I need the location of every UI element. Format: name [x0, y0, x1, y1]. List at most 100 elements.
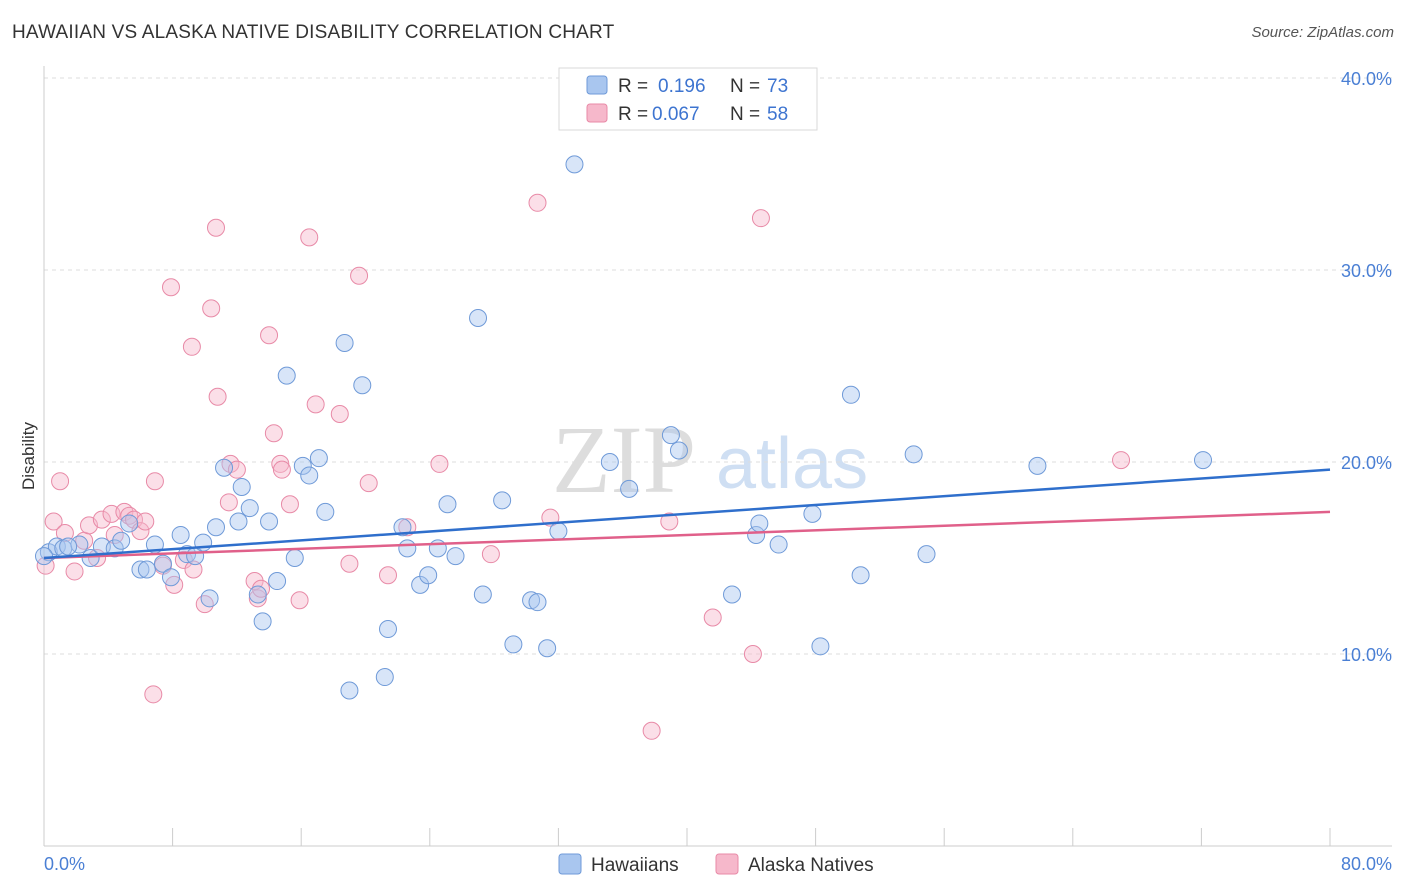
legend-r-value-alaska-natives: 0.067: [652, 104, 700, 125]
data-point: [309, 449, 328, 468]
data-point: [398, 539, 417, 558]
y-tick-label: 10.0%: [1341, 645, 1392, 665]
legend-r-label-alaska-natives: R =: [618, 104, 648, 125]
series-legend-swatch-hawaiians: [558, 853, 582, 875]
axes: [43, 66, 1392, 847]
data-point: [538, 639, 557, 658]
legend-swatch-alaska-natives: [586, 103, 608, 123]
data-point: [232, 477, 251, 496]
trend-lines: [43, 468, 1331, 560]
watermark: ZIP atlas: [552, 406, 868, 513]
trend-line-hawaiians: [43, 468, 1331, 560]
data-point: [44, 512, 63, 531]
watermark-atlas: atlas: [716, 424, 868, 504]
data-point: [528, 193, 547, 212]
data-point: [750, 514, 769, 533]
x-tick-label-max: 80.0%: [1341, 854, 1392, 874]
data-point: [55, 524, 74, 543]
data-point: [1028, 456, 1047, 475]
legend-n-label-hawaiians: N =: [730, 76, 760, 97]
data-point: [268, 572, 287, 591]
data-point: [375, 668, 394, 687]
data-point: [660, 512, 679, 531]
data-point: [353, 376, 372, 395]
data-point: [184, 560, 203, 579]
watermark-zip: ZIP: [552, 406, 696, 513]
data-point: [161, 278, 180, 297]
data-point: [260, 326, 279, 345]
data-point: [120, 514, 139, 533]
data-point: [112, 531, 131, 550]
data-point: [92, 510, 111, 529]
chart-title: HAWAIIAN VS ALASKA NATIVE DISABILITY COR…: [12, 22, 615, 43]
data-point: [904, 445, 923, 464]
series-legend: Hawaiians Alaska Natives: [558, 853, 874, 876]
data-point: [136, 512, 155, 531]
data-point: [917, 545, 936, 564]
data-point: [851, 566, 870, 585]
data-point: [306, 395, 325, 414]
data-point: [669, 441, 688, 460]
data-point: [207, 518, 226, 537]
legend-n-value-hawaiians: 73: [767, 76, 788, 97]
legend-n-label-alaska-natives: N =: [730, 104, 760, 125]
series-legend-label-alaska-natives: Alaska Natives: [748, 855, 874, 876]
data-point: [549, 522, 568, 541]
data-point: [379, 566, 398, 585]
data-point: [841, 385, 860, 404]
data-point: [642, 721, 661, 740]
data-point: [219, 493, 238, 512]
source-label: Source: ZipAtlas.com: [1251, 24, 1394, 41]
legend-swatch-hawaiians: [586, 75, 608, 95]
data-point: [723, 585, 742, 604]
data-point: [131, 560, 150, 579]
data-point: [446, 547, 465, 566]
series-legend-label-hawaiians: Hawaiians: [591, 855, 679, 876]
data-point: [200, 589, 219, 608]
data-point: [747, 525, 766, 544]
data-point: [335, 333, 354, 352]
data-point: [430, 454, 449, 473]
data-point: [769, 535, 788, 554]
data-point: [493, 491, 512, 510]
alaska-natives-points: [36, 193, 1131, 740]
data-point: [153, 554, 172, 573]
y-tick-label: 40.0%: [1341, 69, 1392, 89]
data-point: [70, 535, 89, 554]
y-tick-label: 20.0%: [1341, 453, 1392, 473]
data-point: [565, 155, 584, 174]
data-point: [65, 562, 84, 581]
data-point: [350, 266, 369, 285]
data-point: [469, 309, 488, 327]
data-point: [182, 337, 201, 356]
data-point: [300, 228, 319, 247]
data-point: [293, 456, 312, 475]
data-point: [393, 518, 412, 537]
legend-r-value-hawaiians: 0.196: [658, 76, 706, 97]
y-tick-label: 30.0%: [1341, 261, 1392, 281]
data-point: [144, 685, 163, 704]
data-point: [208, 387, 227, 406]
data-point: [703, 608, 722, 627]
data-point: [359, 474, 378, 493]
data-point: [51, 472, 70, 491]
data-point: [340, 554, 359, 573]
data-point: [240, 499, 259, 518]
data-point: [340, 681, 359, 700]
series-legend-swatch-alaska-natives: [715, 853, 739, 875]
correlation-legend: R = 0.196 N = 73 R = 0.067 N = 58: [558, 67, 818, 131]
data-point: [277, 366, 296, 385]
data-point: [600, 453, 619, 471]
legend-r-label-hawaiians: R =: [618, 76, 648, 97]
x-ticks: [43, 828, 1331, 846]
data-point: [522, 591, 541, 610]
data-point: [438, 495, 457, 514]
data-point: [419, 566, 438, 585]
data-point: [260, 512, 279, 531]
data-point: [215, 458, 234, 477]
data-point: [171, 525, 190, 544]
data-point: [811, 637, 830, 656]
data-point: [316, 502, 335, 521]
data-point: [743, 645, 762, 663]
